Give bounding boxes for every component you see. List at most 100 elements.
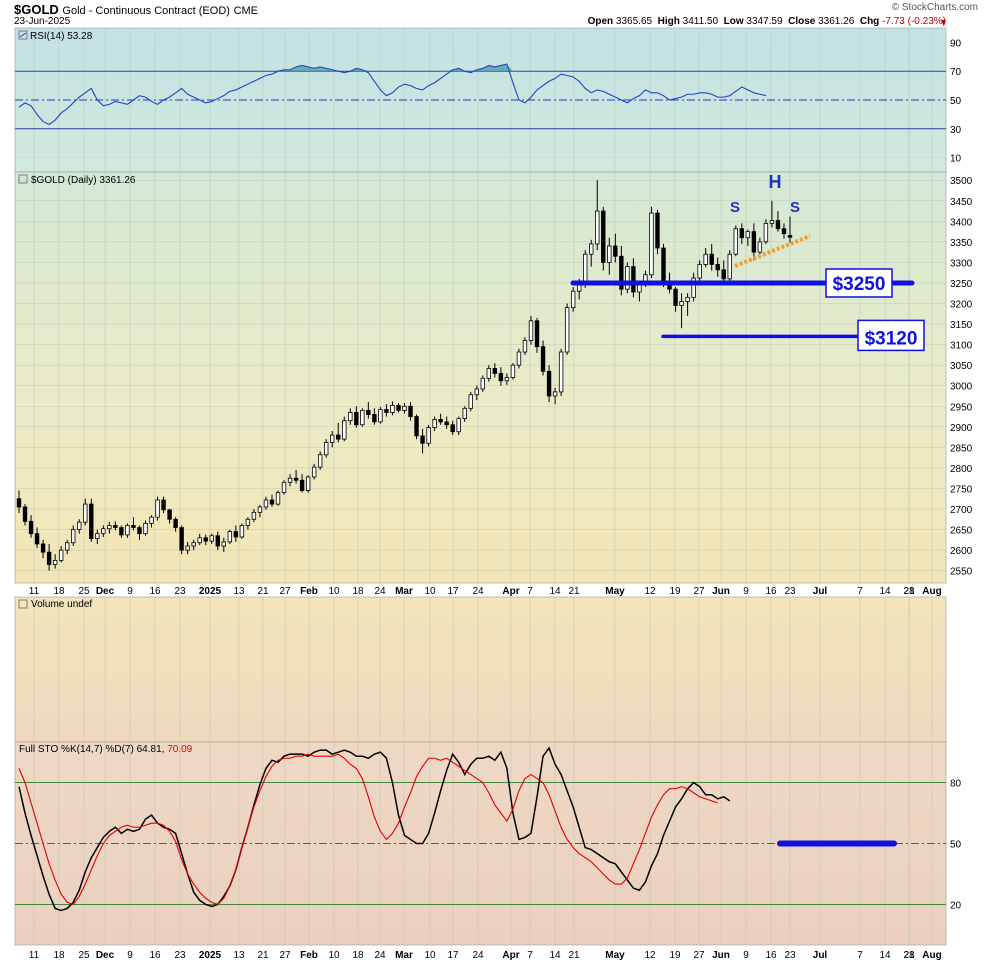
- right-shoulder-label: S: [790, 199, 800, 216]
- candle-body: [408, 405, 413, 417]
- watermark: © StockCharts.com: [891, 2, 978, 13]
- candle-body: [155, 499, 160, 518]
- candle-body: [22, 506, 28, 522]
- price-y-tick: 3100: [950, 341, 973, 352]
- candle-body: [396, 405, 401, 411]
- candle-body: [354, 412, 359, 426]
- candle-body: [384, 409, 389, 413]
- candle-body: [510, 364, 516, 378]
- x-tick-label: 12: [644, 950, 656, 961]
- x-tick-label: 23: [174, 950, 186, 961]
- candle-body: [402, 405, 407, 411]
- candle-body: [480, 377, 486, 390]
- x-tick-label: 27: [279, 950, 291, 961]
- x-tick-label: 23: [784, 586, 796, 597]
- chart-title: $GOLD Gold - Continuous Contract (EOD) C…: [14, 2, 258, 17]
- candle-body: [733, 228, 738, 255]
- volume-legend: Volume undef: [31, 599, 92, 610]
- candle-body: [317, 454, 323, 468]
- ohlc-summary: Open 3365.65 High 3411.50 Low 3347.59 Cl…: [588, 16, 946, 27]
- candle-body: [119, 527, 124, 536]
- x-tick-label: 23: [784, 950, 796, 961]
- candle-body: [558, 351, 564, 393]
- sto-k-value: 64.81,: [137, 744, 168, 755]
- candle-body: [221, 541, 226, 547]
- rsi-y-tick: 10: [950, 154, 962, 165]
- x-tick-label: 24: [472, 586, 484, 597]
- candle-body: [631, 266, 636, 293]
- x-tick-label: 27: [693, 586, 705, 597]
- candle-body: [64, 542, 70, 551]
- x-tick-label: Aug: [922, 950, 941, 961]
- candle-body: [516, 351, 522, 366]
- x-tick-label: 16: [765, 950, 777, 961]
- candle-body: [432, 419, 437, 429]
- candle-body: [709, 253, 714, 265]
- candle-body: [619, 255, 624, 290]
- x-tick-label: Dec: [96, 950, 115, 961]
- volume-legend-icon: [18, 599, 28, 609]
- candle-body: [227, 531, 233, 543]
- candle-body: [504, 377, 510, 382]
- x-tick-label: 14: [549, 950, 561, 961]
- candle-body: [269, 499, 275, 505]
- x-tick-label: May: [605, 950, 625, 961]
- candle-body: [52, 559, 58, 565]
- x-tick-label: Mar: [395, 586, 413, 597]
- candle-body: [173, 518, 178, 528]
- x-tick-label: 2025: [199, 586, 222, 597]
- candle-body: [781, 228, 787, 235]
- candle-body: [769, 220, 775, 224]
- candle-body: [420, 435, 425, 444]
- candle-body: [613, 245, 618, 257]
- x-tick-label: Jun: [712, 586, 730, 597]
- x-tick-label: Apr: [502, 950, 519, 961]
- x-tick-label: Aug: [922, 586, 941, 597]
- price-y-tick: 3450: [950, 197, 973, 208]
- candle-body: [625, 266, 630, 290]
- x-tick-label: 13: [233, 586, 245, 597]
- candle-body: [185, 545, 190, 551]
- x-tick-label: 7: [857, 950, 863, 961]
- down-triangle-icon: ▼: [939, 17, 948, 27]
- candle-body: [661, 247, 666, 283]
- x-tick-label: 9: [127, 950, 133, 961]
- price-label-3250: $3250: [833, 274, 886, 295]
- candle-body: [299, 479, 305, 491]
- x-tick-label: 9: [127, 586, 133, 597]
- x-tick-label: 21: [257, 586, 269, 597]
- candle-body: [143, 523, 148, 535]
- x-tick-label: 21: [257, 950, 269, 961]
- rsi-y-tick: 70: [950, 67, 962, 78]
- rsi-line: [18, 63, 767, 126]
- x-tick-label: 11: [29, 586, 40, 597]
- chg-label: Chg: [859, 16, 880, 27]
- candle-body: [685, 296, 690, 302]
- candle-body: [311, 466, 317, 478]
- candle-body: [281, 481, 287, 493]
- price-y-tick: 3300: [950, 258, 973, 269]
- candle-body: [528, 320, 534, 341]
- candle-body: [637, 284, 642, 293]
- x-tick-label: 24: [472, 950, 484, 961]
- candle-body: [540, 346, 546, 372]
- candle-body: [390, 405, 395, 413]
- candle-body: [287, 477, 293, 483]
- candle-body: [28, 520, 34, 535]
- open-value: 3365.65: [615, 16, 653, 27]
- x-tick-label: 12: [644, 586, 656, 597]
- candle-body: [552, 391, 558, 397]
- candle-body: [426, 427, 431, 444]
- candle-body: [444, 421, 449, 426]
- candle-body: [727, 253, 732, 280]
- x-tick-label: 18: [53, 586, 65, 597]
- candle-body: [305, 476, 311, 491]
- rsi-legend-icon-line: [19, 32, 27, 38]
- price-y-tick: 3050: [950, 361, 973, 372]
- price-y-tick: 2800: [950, 464, 973, 475]
- price-y-tick: 2650: [950, 526, 973, 537]
- candle-body: [438, 419, 443, 423]
- x-tick-label: 10: [424, 950, 436, 961]
- x-tick-label: 7: [857, 586, 863, 597]
- candle-body: [179, 527, 184, 551]
